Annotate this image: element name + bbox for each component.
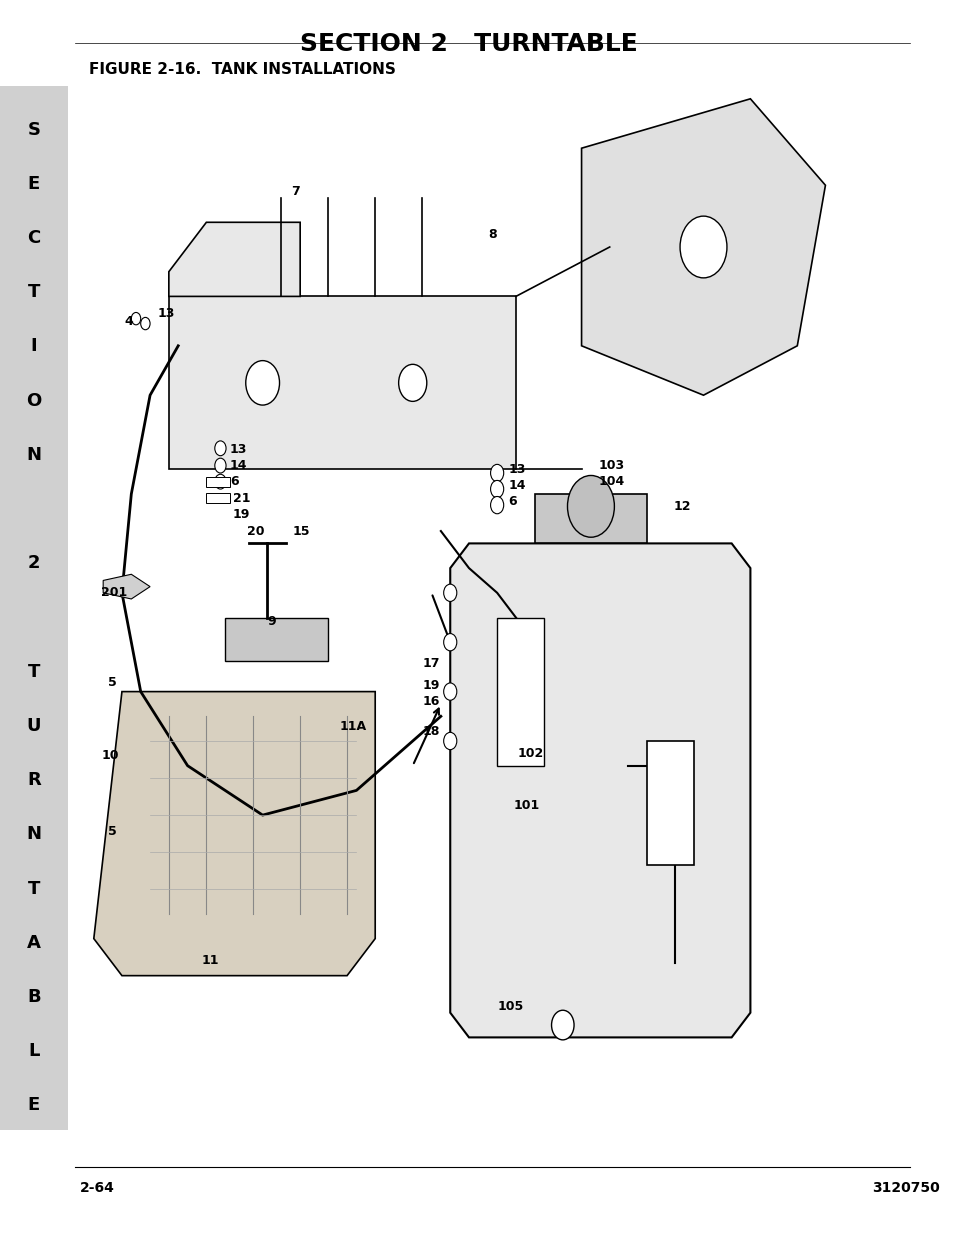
Text: 104: 104 <box>598 475 624 488</box>
Text: T: T <box>28 663 40 680</box>
Circle shape <box>443 683 456 700</box>
Text: SECTION 2   TURNTABLE: SECTION 2 TURNTABLE <box>300 32 638 57</box>
Circle shape <box>443 732 456 750</box>
Text: 5: 5 <box>108 825 116 837</box>
Text: 6: 6 <box>508 495 517 508</box>
Circle shape <box>551 1010 574 1040</box>
Text: 201: 201 <box>101 587 128 599</box>
Text: 12: 12 <box>673 500 690 513</box>
Text: R: R <box>27 771 41 789</box>
Bar <box>206 493 230 503</box>
Circle shape <box>490 496 503 514</box>
Text: A: A <box>27 934 41 952</box>
Circle shape <box>490 464 503 482</box>
Text: 2-64: 2-64 <box>80 1181 114 1195</box>
Polygon shape <box>450 543 750 1037</box>
Bar <box>225 618 328 661</box>
Circle shape <box>132 312 140 325</box>
Text: 2: 2 <box>28 555 40 572</box>
Text: 11: 11 <box>201 955 219 967</box>
Circle shape <box>679 216 726 278</box>
Text: 20: 20 <box>247 525 264 537</box>
Text: 13: 13 <box>157 308 174 320</box>
Circle shape <box>246 361 279 405</box>
Text: C: C <box>27 228 40 247</box>
Circle shape <box>214 474 226 489</box>
Circle shape <box>398 364 426 401</box>
Text: 5: 5 <box>108 677 116 689</box>
Text: N: N <box>27 446 41 464</box>
Text: 8: 8 <box>487 228 496 241</box>
Text: 10: 10 <box>101 750 119 762</box>
Text: 14: 14 <box>230 459 247 472</box>
Circle shape <box>490 480 503 498</box>
Text: 11A: 11A <box>339 720 366 732</box>
Text: 13: 13 <box>508 463 525 475</box>
Text: 14: 14 <box>508 479 525 492</box>
Text: 102: 102 <box>517 747 543 760</box>
Bar <box>646 741 694 864</box>
Polygon shape <box>169 222 300 296</box>
Text: E: E <box>28 1097 40 1114</box>
Text: S: S <box>28 121 40 138</box>
Bar <box>497 618 543 766</box>
Text: I: I <box>30 337 37 356</box>
Text: 21: 21 <box>233 493 250 505</box>
Text: FIGURE 2-16.  TANK INSTALLATIONS: FIGURE 2-16. TANK INSTALLATIONS <box>89 62 395 77</box>
Circle shape <box>140 317 150 330</box>
Polygon shape <box>169 296 516 469</box>
Text: O: O <box>26 391 41 410</box>
Text: 15: 15 <box>293 525 310 537</box>
Text: 19: 19 <box>233 509 250 521</box>
Text: 9: 9 <box>267 615 275 627</box>
Text: 19: 19 <box>421 679 439 692</box>
Text: U: U <box>27 716 41 735</box>
Text: N: N <box>27 825 41 844</box>
Text: T: T <box>28 879 40 898</box>
Circle shape <box>443 584 456 601</box>
Circle shape <box>443 634 456 651</box>
Bar <box>0 86 68 1130</box>
Text: 3120750: 3120750 <box>871 1181 939 1195</box>
Bar <box>534 494 646 543</box>
Polygon shape <box>581 99 824 395</box>
Text: 7: 7 <box>291 185 299 198</box>
Bar <box>206 477 230 487</box>
Polygon shape <box>103 574 150 599</box>
Text: 18: 18 <box>421 725 439 737</box>
Circle shape <box>214 458 226 473</box>
Text: B: B <box>27 988 41 1007</box>
Text: 16: 16 <box>421 695 439 708</box>
Text: 101: 101 <box>514 799 539 811</box>
Text: 6: 6 <box>230 475 238 488</box>
Circle shape <box>214 441 226 456</box>
Circle shape <box>567 475 614 537</box>
Text: 17: 17 <box>421 657 439 669</box>
Polygon shape <box>93 692 375 976</box>
Text: 105: 105 <box>497 1000 523 1013</box>
Text: L: L <box>28 1042 39 1060</box>
Text: E: E <box>28 175 40 193</box>
Text: T: T <box>28 283 40 301</box>
Text: 13: 13 <box>230 443 247 456</box>
Text: 103: 103 <box>598 459 624 472</box>
Text: 4: 4 <box>125 315 133 327</box>
